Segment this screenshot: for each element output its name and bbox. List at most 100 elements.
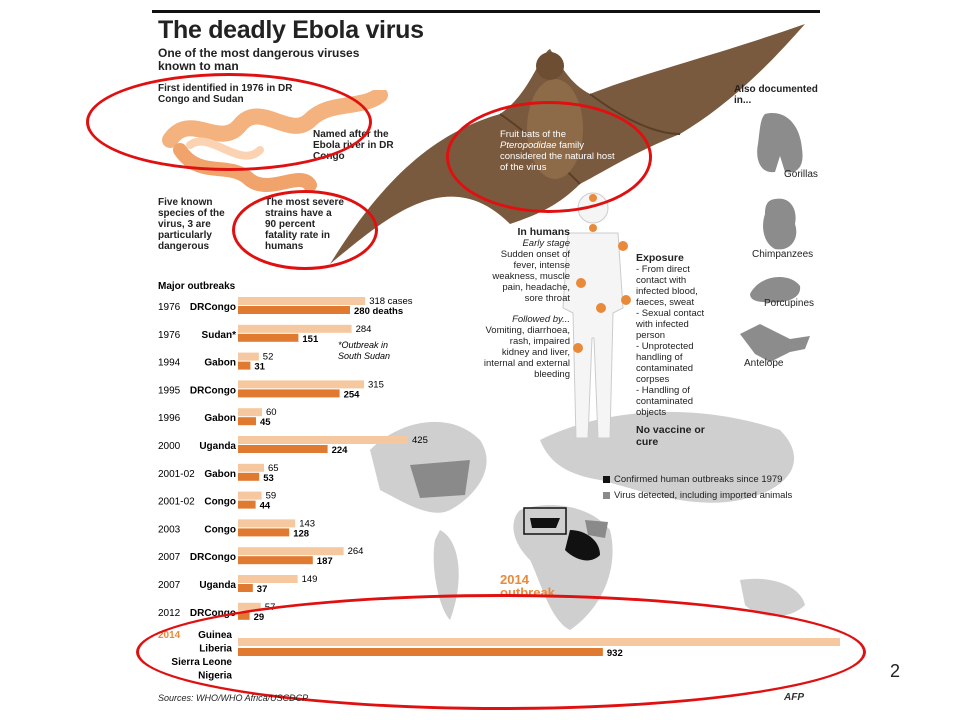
exposure-item: - Sexual contact with infected person <box>636 308 705 341</box>
highlight-ellipse-bats <box>446 101 652 213</box>
antelope-icon <box>740 324 810 362</box>
row-year: 1976 <box>158 330 181 341</box>
legend-detected: Virus detected, including imported anima… <box>614 490 793 501</box>
sudan-note-line1: *Outbreak in <box>338 340 388 350</box>
cases-label: 52 <box>263 352 274 363</box>
map-legend: Confirmed human outbreaks since 1979 Vir… <box>603 474 792 506</box>
deaths-bar <box>238 306 350 314</box>
cases-label: 60 <box>266 407 277 418</box>
deaths-label: 128 <box>293 528 309 539</box>
row-country: DRCongo <box>190 608 236 619</box>
sources-note: Sources: WHO/WHO Africa/USCDCP <box>158 693 309 703</box>
row-country: Sudan* <box>202 330 237 341</box>
deaths-label: 224 <box>332 445 349 456</box>
cases-bar <box>238 380 364 389</box>
cases-label: 65 <box>268 463 279 474</box>
cases-label: 315 <box>368 379 384 390</box>
row-year: 2003 <box>158 524 181 535</box>
page-title: The deadly Ebola virus <box>158 16 424 44</box>
cases-bar <box>238 436 408 444</box>
page-subtitle: One of the most dangerous viruses known … <box>158 46 360 73</box>
row-year: 2001-02 <box>158 497 195 508</box>
title-rule <box>152 10 820 13</box>
row-year: 1996 <box>158 413 181 424</box>
row-country: DRCongo <box>190 552 236 563</box>
cases-bar <box>238 463 264 472</box>
cases-bar <box>238 297 366 305</box>
deaths-bar <box>238 584 253 592</box>
deaths-label: 151 <box>302 334 319 345</box>
deaths-bar <box>238 389 340 398</box>
cases-bar <box>238 324 352 333</box>
early-stage-label: Early stage <box>522 238 570 249</box>
row-country: Gabon <box>204 469 236 480</box>
cases-bar <box>238 352 259 361</box>
deaths-bar <box>238 556 313 565</box>
exposure-block: Exposure - From direct contact with infe… <box>636 252 716 448</box>
deaths-bar <box>238 333 299 342</box>
row-country: Congo <box>204 524 236 535</box>
cases-label: 425 <box>412 435 428 446</box>
row-country: DRCongo <box>190 302 236 313</box>
animal-label-porcupines: Porcupines <box>764 298 815 309</box>
exposure-item: - From direct contact with infected bloo… <box>636 264 698 308</box>
followed-by-label: Followed by... <box>512 314 570 325</box>
row-year: 2007 <box>158 580 181 591</box>
cases-bar <box>238 575 298 583</box>
cases-bar <box>238 519 296 528</box>
also-documented-heading: Also documented in... <box>734 84 818 106</box>
animal-label-antelope: Antelope <box>744 358 784 369</box>
porcupine-icon <box>750 276 801 303</box>
page-number: 2 <box>890 661 901 681</box>
cases-bar <box>238 547 344 556</box>
fact-species: Five known species of the virus, 3 are p… <box>158 197 225 252</box>
deaths-bar <box>238 417 256 426</box>
chimpanzee-icon <box>763 198 797 250</box>
row-year: 2001-02 <box>158 469 195 480</box>
agency-logo: AFP <box>784 692 804 703</box>
early-stage-text: Sudden onset of fever, intense weakness,… <box>492 249 570 304</box>
legend-swatch-detected <box>603 492 610 499</box>
row-country: Gabon <box>204 413 236 424</box>
sudan-note-line2: South Sudan <box>338 351 390 361</box>
cases-label: 284 <box>356 324 372 335</box>
exposure-item: - Handling of contaminated objects <box>636 385 694 418</box>
cases-bar <box>238 491 262 500</box>
chart-title: Major outbreaks <box>158 281 236 292</box>
row-year: 1995 <box>158 385 181 396</box>
exposure-item: - Unprotected handling of contaminated c… <box>636 341 694 385</box>
animal-silhouettes <box>740 113 810 362</box>
cases-bar <box>238 602 261 611</box>
exposure-heading: Exposure <box>636 252 684 264</box>
animal-label-chimpanzees: Chimpanzees <box>752 249 814 260</box>
deaths-label: 45 <box>260 417 271 428</box>
deaths-label: 53 <box>263 473 274 484</box>
no-vaccine-note: No vaccine or cure <box>636 424 705 448</box>
humans-heading: In humans <box>517 226 570 238</box>
deaths-bar <box>238 445 328 453</box>
row-country: Gabon <box>204 358 236 369</box>
row-year: 2000 <box>158 441 181 452</box>
humans-block: In humans Early stage Sudden onset of fe… <box>482 226 570 380</box>
deaths-bar <box>238 361 251 370</box>
cases-bar <box>238 408 262 417</box>
row-country: Uganda <box>199 580 236 591</box>
row-year: 2012 <box>158 608 181 619</box>
animal-label-gorillas: Gorillas <box>784 169 818 180</box>
cases-label: 318 cases <box>369 296 413 307</box>
deaths-label: 187 <box>317 556 333 567</box>
deaths-label: 31 <box>254 362 265 373</box>
highlight-ellipse-severe <box>232 190 378 270</box>
gorilla-icon <box>757 113 803 173</box>
cases-label: 59 <box>266 491 277 502</box>
deaths-bar <box>238 500 256 509</box>
followed-by-text: Vomiting, diarrhoea, rash, impaired kidn… <box>483 325 570 380</box>
legend-confirmed: Confirmed human outbreaks since 1979 <box>614 474 783 485</box>
cases-label: 264 <box>348 546 364 557</box>
row-year: 1976 <box>158 302 181 313</box>
row-year: 2007 <box>158 552 181 563</box>
highlight-ellipse-first-identified <box>86 73 372 171</box>
deaths-label: 37 <box>257 584 268 595</box>
cases-label: 143 <box>299 518 315 529</box>
cases-label: 149 <box>302 574 318 585</box>
